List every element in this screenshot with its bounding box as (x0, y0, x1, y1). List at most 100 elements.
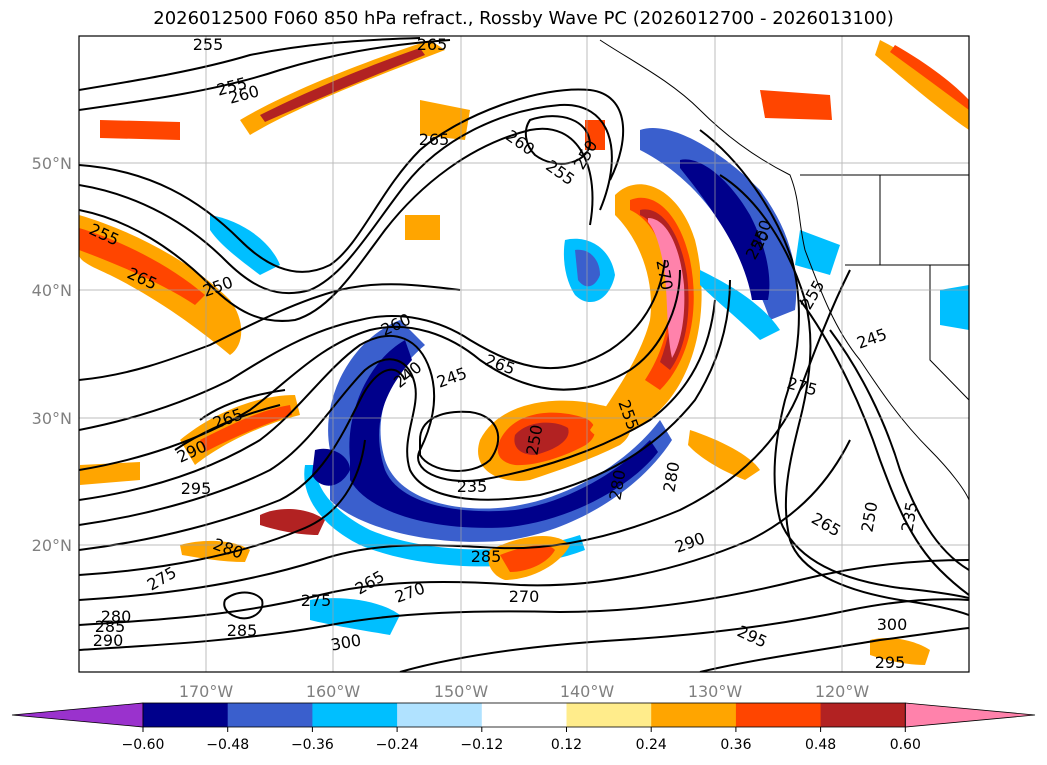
map-border (78, 35, 970, 673)
colorbar-extend-max (904, 702, 1036, 728)
colorbar-frame (142, 702, 906, 728)
contour-3 (79, 88, 625, 273)
orange-west-patch (180, 540, 250, 562)
orange-small-3 (405, 215, 440, 240)
colorbar-tick-label: 0.12 (551, 737, 582, 753)
lon-label-150w: 150°W (434, 682, 489, 701)
north-america-coast (599, 39, 969, 501)
lat-label-20: 20°N (32, 536, 72, 555)
contour-label: 235 (457, 477, 488, 496)
contour-18 (419, 410, 500, 472)
red-west-patch (260, 508, 325, 535)
pink-arc-core (648, 218, 685, 358)
lon-label-170w: 170°W (179, 682, 234, 701)
orange-ne-core (890, 45, 969, 110)
contour-label: 295 (875, 653, 906, 672)
contour-9 (79, 299, 716, 501)
orange-band-nw-core (79, 228, 205, 305)
contour-4 (79, 103, 613, 295)
orange-south-blob-core (500, 545, 555, 572)
blue-east-patch-2 (795, 230, 840, 275)
contour-label: 280 (101, 607, 132, 626)
contour-22 (799, 299, 969, 596)
colorbar-tick-label: 0.48 (805, 737, 836, 753)
colorbar-tick-label: −0.36 (291, 737, 334, 753)
lat-label-30: 30°N (32, 409, 72, 428)
colorbar-segment (735, 703, 822, 727)
contour-label: 265 (419, 130, 450, 149)
state-border-4 (929, 265, 969, 401)
contour-1 (79, 37, 421, 91)
contour-17 (699, 627, 969, 672)
orange-small-1 (100, 120, 180, 140)
colorbar-tick-label: 0.24 (636, 737, 667, 753)
latitude-axis: 50°N 40°N 30°N 20°N (32, 154, 72, 555)
contour-label: 255 (193, 35, 224, 54)
orange-band-west-core (200, 405, 292, 452)
contour-label: 290 (93, 631, 124, 650)
map-title: 2026012500 F060 850 hPa refract., Rossby… (153, 8, 894, 29)
colorbar-segment (651, 703, 737, 727)
blue-east-patch (940, 285, 969, 330)
contour-14 (79, 439, 851, 626)
colorbar-tick-label: −0.24 (376, 737, 419, 753)
contour-layer (79, 37, 969, 672)
blue-band-east-edge (700, 270, 780, 340)
orange-ne (875, 40, 969, 130)
colorbar-tick-label: −0.48 (206, 737, 249, 753)
contour-5 (79, 127, 594, 322)
lon-label-120w: 120°W (815, 682, 870, 701)
colorbar-extend-min (11, 702, 144, 728)
colorbar-segment (227, 703, 313, 727)
colorbar-tick-label: −0.12 (460, 737, 503, 753)
colorbar-segment (397, 703, 483, 727)
orange-streak-north-core (260, 48, 425, 122)
coastline-layer (599, 39, 969, 501)
contour-2 (79, 39, 451, 111)
orange-ne-south (688, 430, 760, 480)
contour-label: 295 (181, 479, 212, 498)
gridlines (79, 36, 969, 672)
contour-10 (79, 279, 731, 526)
longitude-axis: 170°W 160°W 150°W 140°W 130°W 120°W (179, 682, 870, 701)
contour-19 (524, 115, 592, 165)
colorbar-tick-label: −0.60 (122, 737, 165, 753)
lon-label-140w: 140°W (560, 682, 615, 701)
contour-label: 285 (95, 617, 126, 636)
contour-16 (399, 598, 969, 672)
colorbar-tick-label: 0.60 (890, 737, 921, 753)
colorbar-segment (143, 703, 229, 727)
contour-21 (699, 129, 969, 599)
contour-15 (79, 559, 969, 651)
contour-12 (79, 439, 366, 576)
contour-24 (223, 591, 264, 620)
colorbar-segment (566, 703, 652, 727)
contour-label: 275 (301, 591, 332, 610)
contour-6 (79, 283, 461, 381)
contour-26 (174, 404, 281, 451)
colorbar: −0.60 −0.48 −0.36 −0.24 −0.12 0.12 0.24 0.36 0.4… (11, 702, 1036, 753)
colorbar-segment (820, 703, 906, 727)
colorbar-segment (481, 703, 567, 727)
blue-anomaly-edge (304, 465, 585, 567)
contour-label: 300 (877, 615, 908, 634)
colorbar-tick-label: 0.36 (720, 737, 751, 753)
blue-band-east-core (680, 159, 770, 300)
blue-anomaly-west (312, 448, 350, 486)
orange-small-4 (420, 100, 470, 140)
red-anomaly-center-inner (514, 422, 569, 455)
contour-label: 265 (417, 35, 448, 54)
contour-label: 270 (509, 587, 540, 606)
colorbar-segment (312, 703, 398, 727)
orange-se-patch (870, 638, 930, 665)
lat-label-50: 50°N (32, 154, 72, 173)
contour-11 (79, 368, 406, 551)
contour-7 (79, 259, 666, 431)
shading-layer (79, 40, 969, 665)
contour-label: 285 (471, 547, 502, 566)
lat-label-40: 40°N (32, 281, 72, 300)
contour-13 (79, 269, 851, 601)
orange-small-2 (760, 90, 832, 120)
lon-label-160w: 160°W (306, 682, 361, 701)
